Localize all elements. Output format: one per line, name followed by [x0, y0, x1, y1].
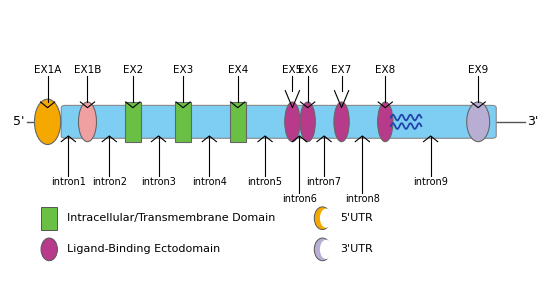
Ellipse shape [320, 209, 332, 228]
Text: intron1: intron1 [51, 177, 86, 187]
Text: 3'UTR: 3'UTR [341, 244, 373, 254]
FancyBboxPatch shape [41, 207, 57, 229]
Ellipse shape [78, 102, 97, 142]
Text: intron9: intron9 [413, 177, 448, 187]
Text: intron8: intron8 [345, 194, 380, 204]
Text: EX1A: EX1A [34, 65, 61, 75]
Ellipse shape [285, 102, 300, 142]
Text: intron4: intron4 [192, 177, 227, 187]
Text: intron6: intron6 [282, 194, 317, 204]
Ellipse shape [314, 207, 331, 229]
Text: 3': 3' [527, 115, 539, 128]
Text: EX7: EX7 [331, 65, 352, 75]
Ellipse shape [334, 102, 349, 142]
Ellipse shape [34, 99, 61, 144]
FancyBboxPatch shape [125, 102, 141, 142]
FancyBboxPatch shape [61, 105, 496, 138]
Ellipse shape [378, 102, 393, 142]
Text: EX9: EX9 [468, 65, 489, 75]
Text: EX3: EX3 [173, 65, 193, 75]
Text: intron2: intron2 [92, 177, 127, 187]
Ellipse shape [466, 102, 490, 142]
FancyBboxPatch shape [175, 102, 192, 142]
Text: intron5: intron5 [247, 177, 283, 187]
Text: 5'UTR: 5'UTR [341, 213, 373, 223]
Text: intron7: intron7 [306, 177, 342, 187]
Text: EX1B: EX1B [74, 65, 101, 75]
Text: EX5: EX5 [282, 65, 302, 75]
Ellipse shape [314, 238, 331, 261]
Text: 5': 5' [13, 115, 25, 128]
Text: EX4: EX4 [227, 65, 248, 75]
Text: EX8: EX8 [375, 65, 395, 75]
Text: EX2: EX2 [123, 65, 143, 75]
Text: Intracellular/Transmembrane Domain: Intracellular/Transmembrane Domain [67, 213, 275, 223]
Ellipse shape [41, 238, 57, 261]
FancyBboxPatch shape [230, 102, 246, 142]
Text: Ligand-Binding Ectodomain: Ligand-Binding Ectodomain [67, 244, 220, 254]
Ellipse shape [320, 240, 332, 259]
Text: intron3: intron3 [141, 177, 176, 187]
Text: EX6: EX6 [298, 65, 318, 75]
Ellipse shape [300, 102, 315, 142]
